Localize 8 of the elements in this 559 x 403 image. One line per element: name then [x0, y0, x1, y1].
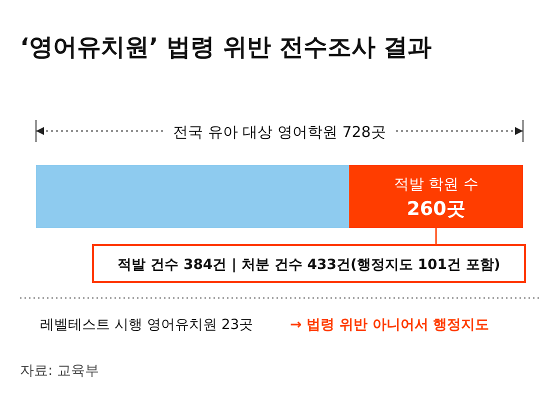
text: 적발 건수 384건 | 처분 건수 433건(행정지도 101건 포함): [118, 257, 500, 273]
text: 자료: 교육부: [20, 363, 100, 379]
data-label: 260곳: [406, 198, 466, 220]
chart-title: ‘영어유치원’ 법령 위반 전수조사 결과: [20, 33, 432, 61]
series-label: 적발 학원 수: [394, 175, 478, 193]
total-label: 전국 유아 대상 영어학원 728곳: [173, 123, 386, 141]
text: → 법령 위반 아니어서 행정지도: [290, 317, 490, 333]
text: 레벨테스트 시행 영어유치원 23곳: [40, 317, 254, 333]
